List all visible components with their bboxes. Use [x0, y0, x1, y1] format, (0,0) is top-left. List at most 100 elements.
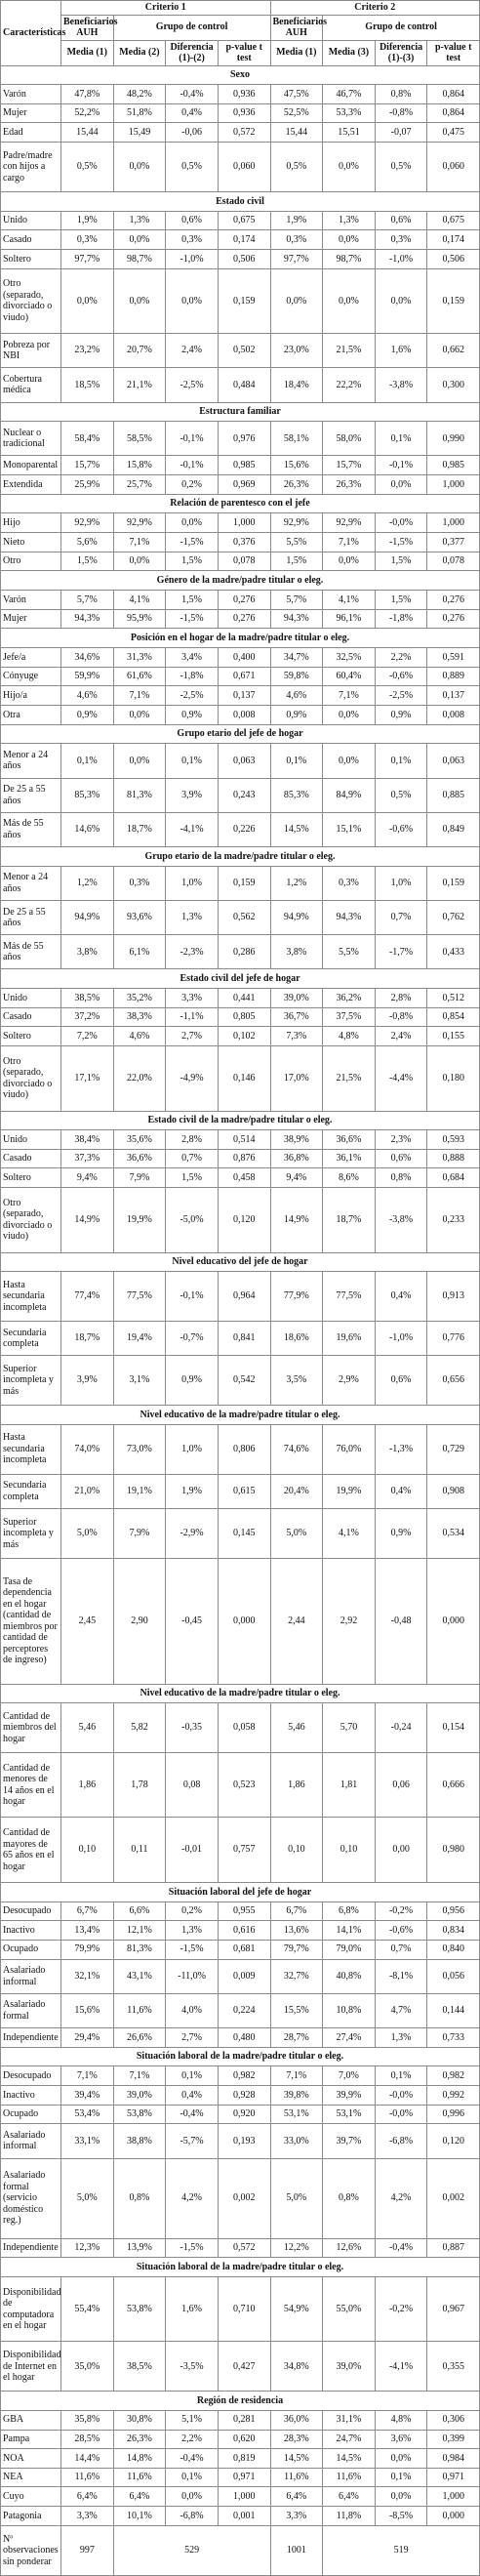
section-title: Nivel educativo de la madre/padre titula… — [0, 1683, 480, 1704]
cell-value: -3,8% — [374, 367, 428, 403]
cell-value: 0,226 — [217, 811, 271, 848]
section-row: Situación laboral de la madre/padre titu… — [0, 2046, 480, 2067]
cell-value: 0,656 — [426, 1355, 480, 1407]
cell-value: 38,8% — [112, 2123, 167, 2159]
cell-value: 0,002 — [426, 2157, 480, 2239]
cell-value: 0,675 — [217, 210, 271, 231]
cell-value: 74,6% — [269, 1423, 324, 1475]
cell-value: 34,7% — [269, 647, 324, 668]
cell-value: 2,44 — [269, 1557, 324, 1685]
data-row: Superior incompleta y más 5,0% 7,9% -2,9% 0,… — [0, 1507, 480, 1559]
row-label: Ocupado — [0, 1939, 61, 1960]
cell-value: 0,3% — [269, 229, 324, 250]
cell-value: 0,224 — [217, 1992, 271, 2029]
data-row: Menor a 24 años 0,1% 0,0% 0,1% 0,063 0,1% 0,0%… — [0, 743, 480, 779]
data-row: Varón 5,7% 4,1% 1,5% 0,276 5,7% 4,1% 1,5% 0,276 — [0, 590, 480, 610]
section-row: Posición en el hogar de la madre/padre t… — [0, 628, 480, 648]
cell-value: 51,8% — [112, 102, 167, 124]
row-label: Asalariado formal — [0, 1992, 61, 2029]
cell-value: 28,3% — [269, 2429, 324, 2450]
header-group: Criterio 2 — [269, 0, 480, 16]
cell-value: 28,7% — [269, 2027, 324, 2048]
cell-value: 4,7% — [374, 1992, 428, 2029]
cell-value: 0,985 — [426, 455, 480, 476]
cell-value: 26,3% — [322, 474, 376, 495]
row-label: NEA — [0, 2467, 61, 2488]
cell-value: -1,8% — [165, 666, 219, 687]
row-label: Cantidad de mayores de 65 años en el hog… — [0, 1817, 61, 1883]
cell-value: 0,3% — [112, 865, 167, 901]
row-label: Cobertura médica — [0, 367, 61, 403]
section-row: Relación de parentesco con el jefe — [0, 493, 480, 514]
cell-value: 6,4% — [112, 2486, 167, 2508]
cell-value: 2,92 — [322, 1557, 376, 1685]
cell-value: 5,5% — [269, 532, 324, 552]
section-row: Estado civil de la madre/padre titular o… — [0, 1110, 480, 1131]
header-row: Características Criterio 1 Criterio 2 — [0, 0, 480, 66]
section-title: Estado civil — [0, 190, 480, 212]
cell-value: 10,1% — [112, 2506, 167, 2526]
cell-value: 0,002 — [217, 2157, 271, 2239]
cell-value: 5,70 — [322, 1702, 376, 1754]
row-label: Desocupado — [0, 1901, 61, 1922]
section-title: Situación laboral del jefe de hogar — [0, 1881, 480, 1902]
cell-value: 10,8% — [322, 1992, 376, 2029]
cell-value: 0,3% — [374, 229, 428, 250]
cell-value: 1,5% — [374, 590, 428, 610]
cell-value: 79,7% — [269, 1939, 324, 1960]
cell-value: 0,0% — [112, 743, 167, 779]
cell-value: 0,514 — [217, 1129, 271, 1150]
cell-value: 1,86 — [269, 1752, 324, 1819]
section-title: Estado civil de la madre/padre titular o… — [0, 1110, 480, 1131]
cell-value: -1,5% — [165, 608, 219, 630]
cell-value: 4,8% — [322, 1026, 376, 1047]
cell-value: 0,971 — [217, 2467, 271, 2488]
cell-value: -1,7% — [374, 934, 428, 970]
cell-value: 97,7% — [269, 248, 324, 269]
cell-value: 15,7% — [60, 455, 114, 476]
row-label: Disponibilidad de Internet en el hogar — [0, 2341, 61, 2392]
header-row: Media (1) Media (2) Diferencia (1)-(2) p-va… — [1, 39, 480, 66]
cell-value: 32,5% — [322, 647, 376, 668]
cell-value: 0,0% — [374, 2486, 428, 2508]
cell-value: 0,675 — [426, 210, 480, 231]
cell-value: 32,7% — [269, 1958, 324, 1994]
data-row: Independiente 12,3% 13,9% -1,5% 0,572 12,2% 12… — [0, 2237, 480, 2259]
data-row: Cantidad de miembros del hogar 5,46 5,82 -0… — [0, 1702, 480, 1754]
cell-value: 39,0% — [269, 988, 324, 1008]
header-column: Diferencia (1)-(3) — [374, 39, 428, 66]
cell-value: -0,4% — [165, 84, 219, 104]
row-label: De 25 a 55 años — [0, 777, 61, 813]
cell-value: 0,484 — [217, 367, 271, 403]
header-column: p-value t test — [217, 39, 271, 66]
cell-value: 54,9% — [269, 2275, 324, 2343]
cell-value: -2,5% — [165, 685, 219, 706]
cell-value: 0,008 — [426, 704, 480, 725]
cell-value: 0,6% — [165, 210, 219, 231]
cell-value: 52,5% — [269, 102, 324, 124]
cell-value: 0,0% — [322, 551, 376, 572]
cell-value: 20,7% — [112, 333, 167, 369]
cell-value: 26,3% — [112, 2429, 167, 2450]
cell-value: 4,2% — [374, 2157, 428, 2239]
cell-value: 39,9% — [322, 2085, 376, 2106]
cell-value: 0,078 — [217, 551, 271, 572]
cell-value: 0,10 — [269, 1817, 324, 1883]
data-row: Hijo 92,9% 92,9% 0,0% 1,000 92,9% 92,9% -0,0% 1,… — [0, 512, 480, 534]
cell-value: 7,9% — [112, 1507, 167, 1559]
data-row: Secundaria completa 18,7% 19,4% -0,7% 0,841 1… — [0, 1321, 480, 1357]
cell-value: 58,0% — [322, 421, 376, 457]
cell-value: 1,5% — [165, 1167, 219, 1189]
cell-value: 0,864 — [426, 84, 480, 104]
data-row: Inactivo 13,4% 12,1% 1,3% 0,616 13,6% 14,1% -0,… — [0, 1920, 480, 1941]
cell-value: 21,5% — [322, 333, 376, 369]
row-label: Independiente — [0, 2237, 61, 2259]
data-row: Extendida 25,9% 25,7% 0,2% 0,969 26,3% 26,3% 0,… — [0, 474, 480, 495]
cell-value: 0,3% — [165, 229, 219, 250]
cell-value: 0,3% — [60, 229, 114, 250]
cell-value: 0,666 — [426, 1752, 480, 1819]
cell-value: 21,5% — [322, 1045, 376, 1112]
cell-value: 31,1% — [322, 2409, 376, 2431]
cell-value: 4,6% — [60, 685, 114, 706]
